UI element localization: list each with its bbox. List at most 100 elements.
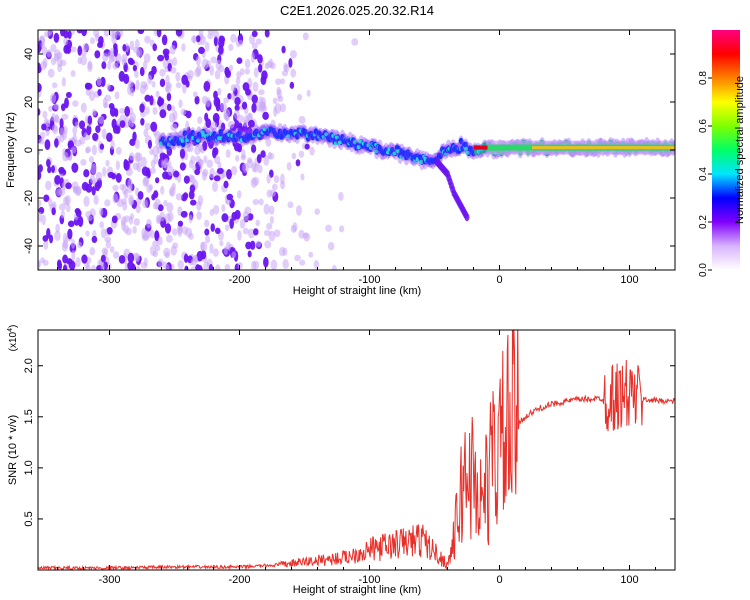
noise-speckle bbox=[78, 120, 86, 130]
y-tick-label: -40 bbox=[23, 238, 35, 254]
noise-speckle bbox=[38, 211, 43, 223]
noise-speckle bbox=[90, 163, 97, 175]
chart-title: C2E1.2026.025.20.32.R14 bbox=[280, 3, 434, 18]
noise-speckle bbox=[180, 108, 187, 116]
noise-speckle bbox=[253, 67, 259, 78]
noise-speckle bbox=[114, 91, 120, 100]
ridge-peak bbox=[333, 141, 338, 146]
noise-speckle bbox=[110, 139, 115, 150]
noise-speckle bbox=[133, 218, 140, 226]
x-tick-label: 0 bbox=[496, 574, 502, 586]
noise-speckle bbox=[100, 262, 105, 270]
noise-speckle bbox=[177, 220, 184, 227]
ridge-core bbox=[458, 137, 464, 145]
noise-speckle bbox=[251, 102, 257, 113]
noise-speckle bbox=[77, 56, 83, 65]
noise-speckle bbox=[81, 30, 88, 37]
noise-speckle bbox=[314, 208, 320, 215]
noise-speckle bbox=[128, 152, 135, 161]
snr-x-axis: -300 -200 -100 0 100 bbox=[57, 330, 656, 586]
noise-speckle bbox=[167, 161, 172, 168]
noise-speckle bbox=[194, 168, 201, 176]
noise-speckle bbox=[205, 60, 211, 68]
noise-speckle bbox=[189, 175, 196, 184]
noise-speckle bbox=[164, 223, 172, 234]
noise-speckle bbox=[120, 216, 127, 227]
noise-speckle bbox=[136, 265, 141, 270]
noise-speckle bbox=[60, 210, 65, 219]
noise-speckle bbox=[99, 143, 105, 150]
noise-speckle bbox=[272, 97, 278, 105]
noise-speckle bbox=[190, 258, 197, 266]
noise-speckle bbox=[47, 68, 55, 78]
noise-speckle bbox=[62, 232, 68, 244]
noise-speckle bbox=[135, 79, 140, 91]
noise-speckle bbox=[104, 94, 112, 102]
ridge-core bbox=[182, 130, 188, 137]
noise-speckle bbox=[105, 159, 110, 167]
noise-speckle bbox=[227, 120, 235, 129]
noise-speckle bbox=[242, 82, 250, 92]
noise-speckle bbox=[225, 149, 231, 158]
noise-speckle bbox=[80, 159, 87, 166]
spectrogram-y-label: Frequency (Hz) bbox=[5, 112, 17, 188]
noise-speckle bbox=[91, 235, 98, 243]
colorbar-gradient bbox=[712, 30, 740, 270]
noise-speckle bbox=[152, 43, 158, 52]
noise-speckle bbox=[41, 214, 46, 226]
ridge-peak bbox=[465, 150, 470, 155]
noise-speckle bbox=[239, 219, 246, 229]
noise-speckle bbox=[247, 250, 252, 258]
noise-speckle bbox=[230, 84, 236, 92]
noise-speckle bbox=[182, 82, 187, 94]
noise-speckle bbox=[70, 238, 76, 249]
noise-speckle bbox=[115, 160, 121, 171]
noise-speckle bbox=[157, 258, 164, 268]
noise-speckle bbox=[93, 30, 100, 38]
noise-speckle bbox=[180, 210, 188, 218]
noise-speckle bbox=[185, 120, 190, 131]
noise-speckle bbox=[230, 33, 237, 43]
noise-speckle bbox=[227, 93, 232, 100]
noise-speckle bbox=[243, 115, 249, 124]
noise-speckle bbox=[207, 30, 215, 35]
noise-speckle bbox=[85, 146, 92, 153]
noise-speckle bbox=[97, 115, 105, 125]
noise-speckle bbox=[55, 188, 63, 197]
noise-speckle bbox=[65, 91, 72, 98]
x-tick-label: -100 bbox=[358, 574, 380, 586]
noise-speckle bbox=[89, 247, 96, 256]
noise-speckle bbox=[60, 30, 66, 37]
noise-speckle bbox=[279, 103, 287, 113]
noise-speckle bbox=[151, 80, 156, 88]
noise-speckle bbox=[166, 92, 172, 102]
noise-speckle bbox=[69, 46, 77, 53]
noise-speckle bbox=[294, 254, 301, 262]
noise-speckle bbox=[289, 81, 295, 89]
noise-speckle bbox=[213, 175, 221, 182]
noise-speckle bbox=[250, 52, 255, 63]
y-tick-label: -20 bbox=[23, 190, 35, 206]
noise-speckle bbox=[196, 201, 202, 211]
ridge-peak bbox=[286, 134, 291, 139]
noise-speckle bbox=[221, 213, 229, 223]
noise-speckle bbox=[162, 102, 168, 111]
ridge-core bbox=[438, 152, 443, 160]
noise-speckle bbox=[299, 259, 306, 266]
ridge-peak bbox=[356, 145, 361, 150]
noise-speckle bbox=[266, 61, 273, 69]
noise-speckle bbox=[212, 147, 217, 159]
noise-speckle bbox=[55, 223, 60, 233]
noise-speckle bbox=[127, 184, 133, 194]
noise-speckle bbox=[145, 106, 150, 115]
ridge-peak bbox=[334, 135, 339, 140]
noise-speckle bbox=[53, 32, 60, 43]
y-tick-label: 0 bbox=[23, 147, 35, 153]
noise-speckle bbox=[38, 164, 43, 173]
noise-speckle bbox=[230, 92, 235, 101]
noise-speckle bbox=[169, 189, 174, 196]
noise-speckle bbox=[172, 242, 179, 249]
noise-speckle bbox=[212, 248, 219, 257]
noise-speckle bbox=[181, 74, 188, 86]
ridge-core bbox=[226, 136, 231, 143]
